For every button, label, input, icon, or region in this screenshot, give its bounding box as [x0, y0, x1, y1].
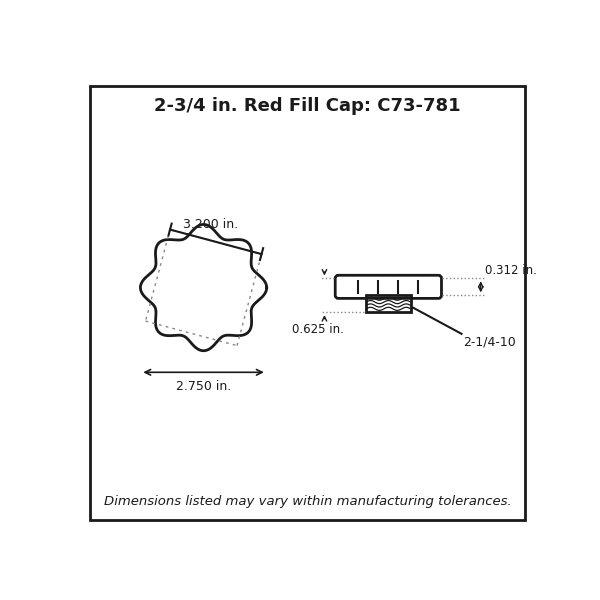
Text: 0.625 in.: 0.625 in. — [292, 323, 344, 336]
Text: 2-1/4-10: 2-1/4-10 — [463, 335, 516, 349]
Text: 2-3/4 in. Red Fill Cap: C73-781: 2-3/4 in. Red Fill Cap: C73-781 — [154, 97, 461, 115]
Text: 2.750 in.: 2.750 in. — [176, 380, 231, 393]
Text: Dimensions listed may vary within manufacturing tolerances.: Dimensions listed may vary within manufa… — [104, 495, 511, 508]
Bar — [366, 295, 410, 312]
Text: 0.312 in.: 0.312 in. — [485, 264, 537, 277]
Text: 3.200 in.: 3.200 in. — [184, 218, 238, 232]
